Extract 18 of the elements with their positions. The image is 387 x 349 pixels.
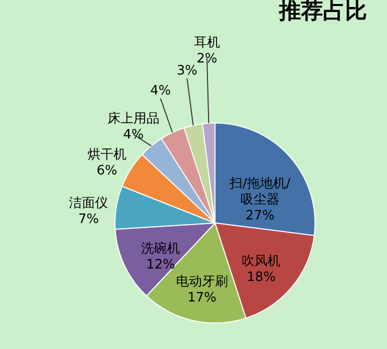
slice-label: 吹风机 [242, 254, 281, 270]
slice-label: 耳机 [194, 35, 220, 50]
slice-label: 洁面仪 [69, 196, 108, 211]
data-label: 4% [123, 127, 144, 142]
data-label: 2% [196, 51, 218, 66]
slice-label: 扫/拖地机/吸尘器 [228, 176, 292, 208]
slice-label: 洗碗机 [141, 242, 180, 257]
data-label: 17% [187, 290, 216, 306]
data-label: 3% [176, 63, 198, 78]
data-label: 4% [150, 83, 171, 98]
data-label: 6% [96, 163, 118, 178]
data-label: 12% [146, 258, 176, 273]
slice-label: 床上用品 [107, 111, 160, 126]
data-label: 7% [78, 212, 99, 227]
data-label: 27% [246, 208, 274, 224]
slice-label: 电动牙刷 [176, 274, 228, 290]
data-label: 18% [246, 270, 276, 286]
slice-label: 烘干机 [87, 147, 126, 162]
